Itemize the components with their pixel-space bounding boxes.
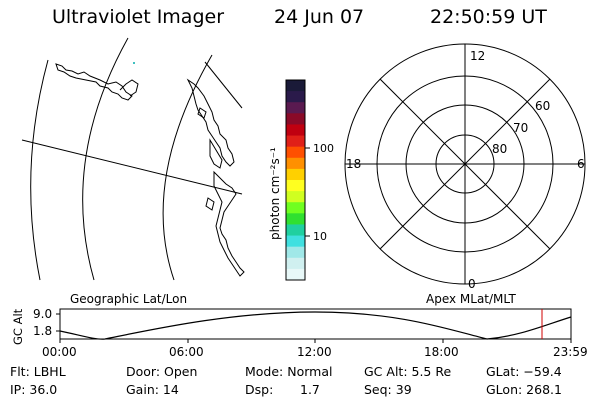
colorbar-cell bbox=[286, 113, 305, 125]
mlt-label-18: 18 bbox=[346, 157, 361, 171]
colorbar-cell bbox=[286, 102, 305, 114]
status-ip: IP: 36.0 bbox=[10, 382, 58, 397]
map-dot bbox=[133, 62, 135, 64]
mlt-label-0: 0 bbox=[468, 277, 476, 291]
colorbar-cell bbox=[286, 91, 305, 103]
colorbar-tick-10: 10 bbox=[313, 230, 327, 243]
altitude-curve bbox=[59, 311, 572, 340]
apex-label: Apex MLat/MLT bbox=[426, 292, 516, 306]
mlt-label-6: 6 bbox=[577, 157, 585, 171]
coastline bbox=[55, 63, 133, 101]
header-time: 22:50:59 UT bbox=[430, 6, 547, 28]
status-seq: Seq: 39 bbox=[364, 382, 412, 397]
geographic-map bbox=[21, 37, 245, 281]
timeline-ytick-1.8: 1.8 bbox=[33, 324, 52, 338]
status-dsp-value: 1.7 bbox=[300, 382, 320, 397]
app-title: Ultraviolet Imager bbox=[52, 6, 225, 28]
colorbar-cell bbox=[286, 146, 305, 159]
timeline-xtick-0000: 00:00 bbox=[42, 345, 77, 359]
colorbar-unit-label: photon cm⁻²s⁻¹ bbox=[268, 147, 282, 240]
colorbar-cell bbox=[286, 124, 305, 137]
geographic-label: Geographic Lat/Lon bbox=[70, 292, 187, 306]
status-gain: Gain: 14 bbox=[126, 382, 179, 397]
colorbar-cell bbox=[286, 191, 305, 203]
color-bar: 100 10 photon cm⁻²s⁻¹ bbox=[268, 79, 334, 281]
colorbar-cell bbox=[286, 268, 305, 281]
timeline-xtick-1800: 18:00 bbox=[424, 345, 459, 359]
timeline-xtick-2359: 23:59 bbox=[553, 345, 588, 359]
status-mode: Mode: Normal bbox=[245, 364, 333, 379]
status-glon: GLon: 268.1 bbox=[486, 382, 562, 397]
colorbar-cell bbox=[286, 168, 305, 181]
status-gc-alt: GC Alt: 5.5 Re bbox=[364, 364, 452, 379]
timeline-ytick-9: 9.0 bbox=[33, 307, 52, 321]
colorbar-cell bbox=[286, 224, 305, 237]
status-glat: GLat: −59.4 bbox=[486, 364, 562, 379]
altitude-timeline bbox=[56, 308, 572, 343]
colorbar-cell bbox=[286, 202, 305, 214]
mlt-label-12: 12 bbox=[470, 49, 485, 63]
colorbar-cell bbox=[286, 157, 305, 170]
colorbar-cell bbox=[286, 235, 305, 248]
header-date: 24 Jun 07 bbox=[274, 6, 365, 28]
mlat-label-70: 70 bbox=[513, 121, 528, 135]
status-door: Door: Open bbox=[126, 364, 198, 379]
colorbar-cell bbox=[286, 135, 305, 148]
polar-plot bbox=[344, 43, 586, 285]
colorbar-cell bbox=[286, 180, 305, 192]
mlat-label-80: 80 bbox=[492, 142, 507, 156]
status-dsp-label: Dsp: bbox=[245, 382, 274, 397]
colorbar-cell bbox=[286, 257, 305, 270]
mlat-label-60: 60 bbox=[535, 99, 550, 113]
timeline-xtick-1200: 12:00 bbox=[297, 345, 332, 359]
colorbar-cell bbox=[286, 213, 305, 225]
colorbar-cell bbox=[286, 80, 305, 92]
colorbar-cell bbox=[286, 246, 305, 259]
timeline-xtick-0600: 06:00 bbox=[169, 345, 204, 359]
timeline-ylabel: GC Alt bbox=[11, 308, 25, 345]
status-filter: Flt: LBHL bbox=[10, 364, 66, 379]
colorbar-tick-100: 100 bbox=[313, 142, 334, 155]
